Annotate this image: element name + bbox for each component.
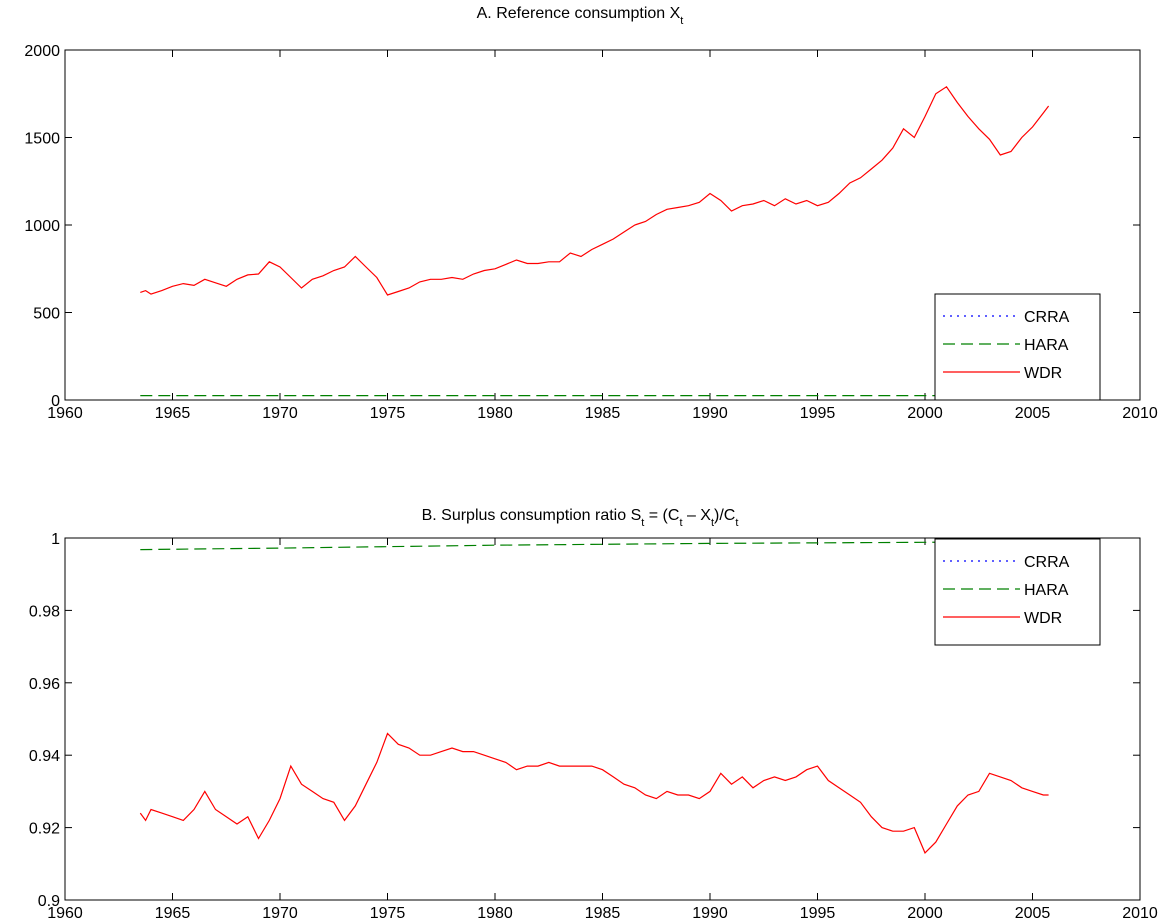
y-tick-label: 0.98 [29,603,60,620]
x-tick-label: 1995 [800,405,836,422]
legend-label: CRRA [1024,309,1070,326]
x-tick-label: 2010 [1122,905,1158,920]
series-line-wdr [139,732,1049,854]
y-tick-label: 1000 [24,218,60,235]
series-line-hara [140,540,1049,551]
chart-title-a: A. Reference consumption Xt [477,5,684,27]
x-tick-label: 2010 [1122,405,1158,422]
legend-label: CRRA [1024,554,1070,571]
y-tick-label: 1500 [24,131,60,148]
x-tick-label: 1990 [692,405,728,422]
x-tick-label: 2005 [1015,405,1051,422]
x-tick-label: 1970 [262,405,298,422]
y-tick-label: 1 [51,531,60,548]
series-line-wdr [140,85,1050,296]
x-tick-label: 1970 [262,905,298,920]
x-tick-label: 1985 [585,405,621,422]
x-tick-label: 1980 [477,405,513,422]
panel-b: B. Surplus consumption ratio St = (Ct – … [29,507,1158,920]
y-tick-label: 0.92 [29,821,60,838]
x-tick-label: 2000 [907,905,943,920]
legend-box [934,538,1101,646]
x-tick-label: 1995 [800,905,836,920]
title-a-subscript: t [680,15,683,27]
panel-a: A. Reference consumption Xt 1960 1965 1970… [24,5,1157,422]
y-tick-label: 2000 [24,43,60,60]
y-tick-label: 0.9 [38,893,60,910]
x-tick-label: 1965 [155,905,191,920]
legend: CRRA HARA WDR [934,538,1101,646]
x-tick-label: 2005 [1015,905,1051,920]
x-tick-label: 1960 [47,405,83,422]
plot-area-b: 1960 1965 1970 1975 1980 1985 1990 1995 2000 2005… [29,531,1158,920]
legend: CRRA HARA WDR [934,293,1101,401]
legend-box [934,293,1101,401]
x-tick-label: 1960 [47,905,83,920]
plot-area-a: 1960 1965 1970 1975 1980 1985 1990 1995 2000 2005… [24,43,1157,422]
y-tick-label: 0.94 [29,748,60,765]
x-tick-label: 1990 [692,905,728,920]
y-tick-label: 500 [33,306,60,323]
legend-label: HARA [1024,582,1069,599]
x-tick-label: 2000 [907,405,943,422]
x-tick-label: 1975 [370,905,406,920]
y-tick-label: 0.96 [29,676,60,693]
x-tick-label: 1965 [155,405,191,422]
legend-label: WDR [1024,365,1062,382]
x-tick-label: 1975 [370,405,406,422]
legend-label: WDR [1024,610,1062,627]
x-tick-label: 1980 [477,905,513,920]
legend-label: HARA [1024,337,1069,354]
chart-title-b: B. Surplus consumption ratio St = (Ct – … [422,507,739,529]
y-tick-label: 0 [51,393,60,410]
x-tick-label: 1985 [585,905,621,920]
